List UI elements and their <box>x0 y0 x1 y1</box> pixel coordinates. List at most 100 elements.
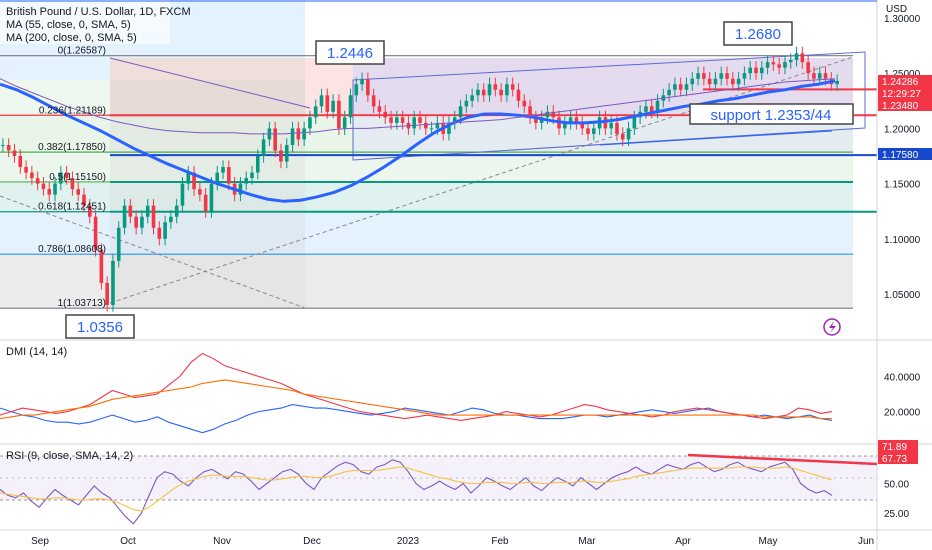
candle-body <box>221 167 225 173</box>
candle-body <box>134 216 138 228</box>
dmi-tick-1: 20.0000 <box>884 408 921 419</box>
legend-ma55: MA (55, close, 0, SMA, 5) <box>6 19 131 31</box>
candle-body <box>35 178 40 184</box>
candle-body <box>754 67 758 74</box>
dmi-series-1 <box>0 352 833 421</box>
candle-body <box>290 128 295 145</box>
candle-body <box>759 67 764 74</box>
candle-body <box>1 144 5 146</box>
candle-body <box>366 79 370 96</box>
candle-body <box>122 205 127 228</box>
candle-body <box>580 122 585 129</box>
candle-body <box>313 106 318 118</box>
candle-body <box>99 249 104 283</box>
candle-body <box>748 67 753 74</box>
chart-title: British Pound / U.S. Dollar, 1D, FXCM <box>6 6 191 18</box>
candle-body <box>574 117 579 123</box>
candle-body <box>12 150 17 156</box>
candle-body <box>186 172 191 184</box>
candle-body <box>452 117 457 123</box>
candle-body <box>41 183 46 190</box>
x-tick-8: May <box>759 536 778 547</box>
candle-body <box>655 100 660 112</box>
candle-body <box>273 128 277 151</box>
price-tag-text-3: 1.17580 <box>882 150 919 161</box>
price-tag-3 <box>878 148 932 160</box>
candle-body <box>476 89 480 96</box>
x-tick-7: Apr <box>675 536 691 547</box>
candle-body <box>279 150 283 162</box>
candle-body <box>302 128 306 140</box>
candle-body <box>731 78 735 85</box>
candle-body <box>586 128 590 134</box>
candle-body <box>342 117 347 129</box>
candle-body <box>620 133 625 140</box>
fib-label-6: 1(1.03713) <box>58 298 106 309</box>
candle-body <box>87 205 92 217</box>
candle-body <box>383 111 388 118</box>
x-tick-4: 2023 <box>397 536 420 547</box>
candle-body <box>713 78 718 85</box>
price-tag-text-2: 1.23480 <box>882 101 919 112</box>
candle-body <box>563 122 567 129</box>
rsi-tag-text-1: 67.73 <box>882 454 907 465</box>
candle-body <box>603 117 608 129</box>
candle-body <box>255 156 260 173</box>
candle-body <box>591 128 596 134</box>
candle-body <box>429 128 434 130</box>
candle-body <box>163 222 167 239</box>
callout-12680: 1.2680 <box>723 21 793 46</box>
y-tick-5: 1.05000 <box>884 290 921 301</box>
candle-body <box>632 117 637 129</box>
candle-body <box>812 73 816 79</box>
lightning-icon[interactable] <box>823 318 841 336</box>
currency-label: USD <box>886 4 907 15</box>
candle-body <box>64 172 69 179</box>
rsi-trendline <box>687 453 878 466</box>
ma-200-line <box>0 78 836 135</box>
candle-body <box>238 183 243 195</box>
candle-body <box>788 59 793 63</box>
x-tick-9: Jun <box>858 536 874 547</box>
dmi-tick-0: 40.0000 <box>884 372 921 383</box>
price-tag-0 <box>878 75 932 87</box>
candle-body <box>128 205 133 217</box>
dmi-title: DMI (14, 14) <box>6 346 67 358</box>
x-tick-1: Oct <box>120 536 136 547</box>
candle-body <box>765 62 770 68</box>
candle-body <box>47 189 52 195</box>
candle-body <box>707 78 712 85</box>
candle-body <box>389 117 393 123</box>
candle-body <box>806 62 810 74</box>
callout-support: support 1.2353/44 <box>689 103 854 125</box>
candle-body <box>736 78 741 85</box>
y-tick-3: 1.15000 <box>884 180 921 191</box>
candle-body <box>649 106 654 112</box>
y-axis-ticks: 1.30000 1.25000 1.20000 1.15000 1.10000 1.050… <box>884 14 921 301</box>
candle-body <box>458 106 463 118</box>
candle-body <box>423 122 428 129</box>
candle-body <box>59 172 63 184</box>
candle-body <box>702 73 706 79</box>
candle-body <box>244 178 249 184</box>
candle-body <box>308 117 312 129</box>
candle-body <box>742 73 747 79</box>
candle-body <box>116 227 121 261</box>
rsi-series-1 <box>0 466 833 512</box>
candle-body <box>296 128 301 140</box>
candle-body <box>551 111 556 118</box>
candle-body <box>377 106 382 112</box>
candle-body <box>319 95 324 107</box>
fib-label-0: 0(1.26587) <box>58 46 106 57</box>
candle-body <box>169 216 173 223</box>
candle-body <box>53 183 57 195</box>
candle-body <box>794 53 799 60</box>
candle-body <box>24 167 28 173</box>
candle-body <box>111 260 115 306</box>
callout-12446: 1.2446 <box>315 40 385 65</box>
candle-body <box>145 205 150 217</box>
rsi-tick-0: 50.00 <box>884 480 909 491</box>
candle-body <box>250 172 254 179</box>
fib-label-1: 0.236(1.21189) <box>39 105 106 116</box>
